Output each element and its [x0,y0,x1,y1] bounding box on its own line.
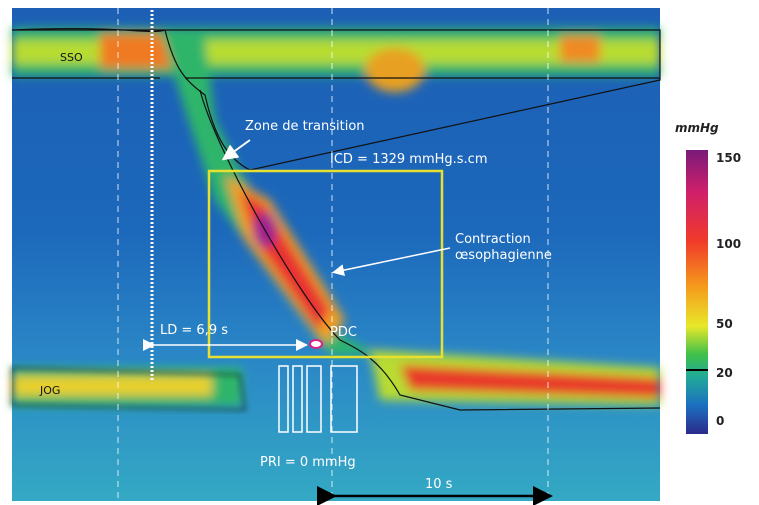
ld-label: LD = 6,9 s [160,323,228,338]
jog-label: JOG [39,384,60,397]
colorbar-tick: 20 [716,366,733,380]
pdc-label: PDC [330,325,357,340]
colorbar-title: mmHg [675,121,719,135]
contraction-label: œsophagienne [455,248,552,263]
manometry-figure: SSO Zone de transition ICD = 1329 mmHg.s… [0,0,759,505]
scale-label: 10 s [425,477,453,492]
sso-label: SSO [60,51,83,64]
colorbar-tick: 150 [716,151,741,165]
colorbar-tick: 100 [716,237,741,251]
pri-label: PRI = 0 mmHg [260,455,356,470]
plot-background [12,8,660,501]
colorbar-tick: 0 [716,414,724,428]
transition-label: Zone de transition [245,119,365,134]
colorbar-tick: 50 [716,317,733,331]
colorbar [686,150,708,434]
contraction-label: Contraction [455,232,531,247]
icd-label: ICD = 1329 mmHg.s.cm [330,152,488,167]
